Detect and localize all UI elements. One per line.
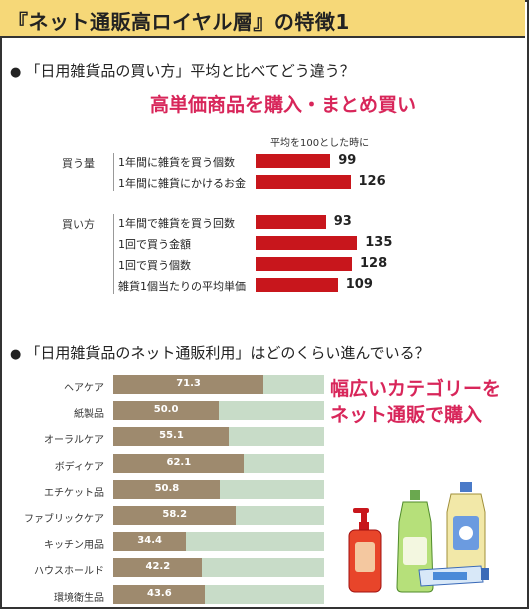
chart1-note: 平均を100とした時に [270,138,370,149]
bar [256,215,326,229]
bar-track: 42.2 [113,558,324,577]
bar-track: 50.8 [113,480,324,499]
bar-value-label: 135 [365,235,393,250]
bar-value-label: 55.1 [159,430,184,441]
group-bracket-line [113,214,114,294]
detergent-jug-icon [446,482,486,573]
header-bar: 『ネット通販高ロイヤル層』の特徴1 [0,0,525,38]
bar-value-label: 99 [338,153,357,168]
bar [113,585,205,604]
bar-label: 1年間に雑貨を買う個数 [118,156,235,169]
products-illustration [348,482,489,593]
bar [113,532,186,551]
section1-question: ● 「日用雑貨品の買い方」平均と比べてどう違う？ [10,60,355,81]
bar-track: 71.3 [113,375,324,394]
group-label: 買い方 [62,218,95,231]
bar [113,375,264,394]
group-label: 買う量 [62,157,95,170]
bar [113,401,219,420]
bar [256,236,358,250]
bullet-icon: ● [10,65,22,80]
bar-value-label: 126 [358,174,386,189]
bar-track: 34.4 [113,532,324,551]
bar [256,175,351,189]
section1-headline: 高単価商品を購入・まとめ買い [150,94,417,116]
bar-track: 43.6 [113,585,324,604]
bar-label: 雑貨1個当たりの平均単価 [118,280,246,293]
bar-value-label: 58.2 [162,509,188,520]
bar-value-label: 42.2 [145,561,171,572]
bar-label: 1回で買う金額 [118,238,191,251]
category-label: 紙製品 [74,409,104,420]
bullet-icon: ● [10,347,22,362]
bar [256,154,331,168]
bar-track: 50.0 [113,401,324,420]
bar-value-label: 50.8 [154,483,180,494]
bar [113,454,245,473]
bar [256,278,338,292]
bar-label: 1年間に雑貨にかけるお金 [118,177,246,190]
bar-value-label: 109 [345,277,373,292]
bar-value-label: 34.4 [137,535,162,546]
bar-value-label: 93 [333,214,352,229]
category-label: ボディケア [54,462,104,473]
bar-value-label: 71.3 [176,378,201,389]
bar [113,480,221,499]
category-label: ファブリックケア [24,514,104,525]
bar-track: 58.2 [113,506,324,525]
bar-label: 1年間で雑貨を買う回数 [118,217,235,230]
bar [256,257,352,271]
bar-value-label: 50.0 [153,404,179,415]
pump-bottle-icon [348,508,382,593]
toothpaste-tube-icon [418,565,489,587]
category-label: オーラルケア [44,435,104,446]
section1-question-text: 「日用雑貨品の買い方」平均と比べてどう違う？ [25,62,355,80]
bar [113,558,203,577]
bar [113,506,236,525]
bar-value-label: 128 [360,256,388,271]
callout-line2: ネット通販で購入 [330,404,483,426]
bar [113,427,230,446]
page-title: 『ネット通販高ロイヤル層』の特徴1 [8,10,350,34]
bar-track: 62.1 [113,454,324,473]
category-label: エチケット品 [44,488,104,499]
bar-track: 55.1 [113,427,324,446]
group-bracket-line [113,153,114,191]
category-label: 環境衛生品 [54,593,104,604]
section2-question: ● 「日用雑貨品のネット通販利用」はどのくらい進んでいる？ [10,342,430,363]
section2-question-text: 「日用雑貨品のネット通販利用」はどのくらい進んでいる？ [25,344,430,362]
category-label: ハウスホールド [34,566,104,577]
category-label: キッチン用品 [44,540,104,551]
category-label: ヘアケア [64,383,104,394]
bar-value-label: 62.1 [166,457,192,468]
callout-line1: 幅広いカテゴリーを [330,378,502,400]
bar-label: 1回で買う個数 [118,259,191,272]
bar-value-label: 43.6 [146,588,172,599]
